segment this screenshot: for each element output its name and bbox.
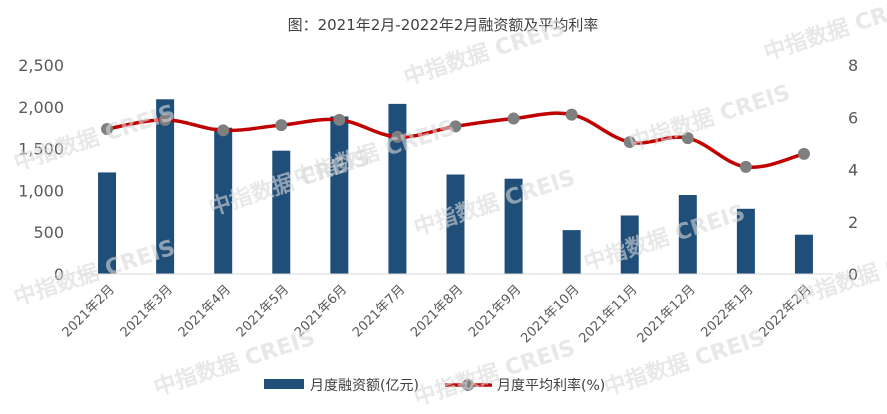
- x-tick-label: 2021年4月: [176, 282, 234, 340]
- x-tick-label: 2021年5月: [234, 282, 292, 340]
- rate-point: [217, 124, 230, 137]
- legend: 月度融资额(亿元) 月度平均利率(%): [264, 377, 605, 394]
- x-tick-label: 2021年3月: [118, 282, 176, 340]
- right-tick-label: 2: [848, 213, 858, 232]
- bar: [388, 103, 407, 275]
- left-tick-label: 2,000: [18, 98, 64, 117]
- bar: [98, 172, 117, 274]
- rate-point: [391, 130, 404, 143]
- rate-point: [681, 132, 694, 145]
- x-tick-label: 2021年2月: [60, 282, 118, 340]
- left-tick-label: 1,500: [18, 140, 64, 159]
- bar: [446, 174, 465, 274]
- rate-point: [333, 113, 346, 126]
- bar: [794, 234, 813, 274]
- right-tick-label: 0: [848, 265, 858, 284]
- x-axis: 2021年2月 2021年3月 2021年4月 2021年5月 2021年6月 2021年…: [60, 273, 833, 346]
- bar: [330, 116, 349, 274]
- left-tick-label: 0: [54, 265, 64, 284]
- x-tick-label: 2021年9月: [466, 282, 524, 340]
- right-axis: 0 2 4 6 8: [848, 56, 858, 284]
- rate-point: [623, 136, 636, 149]
- legend-bar-label: 月度融资额(亿元): [310, 378, 419, 394]
- bar: [504, 178, 523, 274]
- rate-point: [101, 123, 114, 136]
- bar: [156, 99, 175, 274]
- rate-point: [507, 112, 520, 125]
- rate-point: [565, 108, 578, 121]
- chart-title: 图：2021年2月-2022年2月融资额及平均利率: [288, 16, 599, 34]
- x-tick-label: 2021年10月: [518, 282, 582, 346]
- x-tick-label: 2021年7月: [350, 282, 408, 340]
- x-tick-label: 2022年1月: [698, 282, 756, 340]
- left-tick-label: 1,000: [18, 181, 64, 200]
- x-tick-label: 2021年12月: [635, 282, 699, 346]
- rate-point: [275, 119, 288, 132]
- right-tick-label: 8: [848, 56, 858, 75]
- x-tick-label: 2022年2月: [757, 282, 815, 340]
- left-axis: 0 500 1,000 1,500 2,000 2,500: [18, 56, 64, 284]
- right-tick-label: 6: [848, 108, 858, 127]
- right-tick-label: 4: [848, 161, 858, 180]
- legend-line-label: 月度平均利率(%): [497, 377, 605, 394]
- bar: [620, 215, 639, 274]
- bar: [214, 127, 233, 274]
- rate-point: [739, 160, 752, 173]
- x-tick-label: 2021年8月: [408, 282, 466, 340]
- left-tick-label: 2,500: [18, 56, 64, 75]
- bar-series: [98, 99, 813, 275]
- rate-point: [449, 120, 462, 133]
- legend-bar-swatch: [264, 379, 304, 389]
- legend-line-marker: [462, 379, 474, 391]
- x-tick-label: 2021年11月: [576, 282, 640, 346]
- rate-point: [797, 147, 810, 160]
- bar: [562, 230, 581, 274]
- rate-point: [159, 113, 172, 126]
- bar: [736, 208, 755, 274]
- x-tick-label: 2021年6月: [292, 282, 350, 340]
- left-tick-label: 500: [33, 223, 64, 242]
- line-series: [101, 108, 810, 173]
- bar: [678, 194, 697, 274]
- bar: [272, 150, 291, 274]
